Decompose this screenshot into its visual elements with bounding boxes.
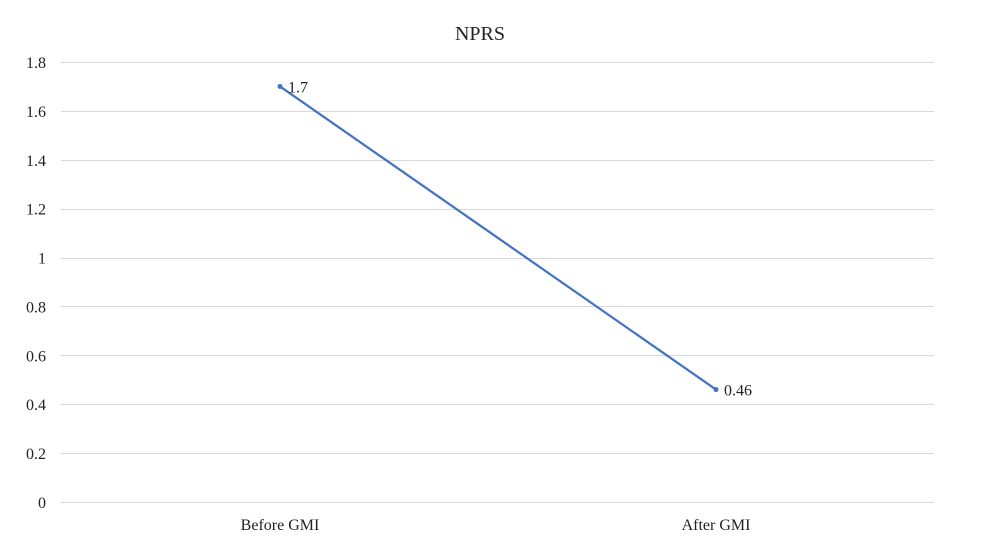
data-labels: 1.7 0.46 (288, 79, 752, 399)
gridlines (61, 62, 934, 503)
chart-title: NPRS (455, 23, 505, 45)
data-label: 1.7 (288, 79, 308, 96)
data-label: 0.46 (724, 383, 752, 400)
y-tick-label: 1 (38, 251, 46, 268)
y-tick-label: 1.8 (26, 55, 46, 72)
y-axis-tick-labels: 0 0.2 0.4 0.6 0.8 1 1.2 1.4 1.6 1.8 (26, 55, 46, 512)
y-tick-label: 1.4 (26, 153, 46, 170)
y-tick-label: 0.6 (26, 348, 46, 365)
x-tick-label: After GMI (682, 517, 751, 534)
data-point (713, 387, 719, 393)
data-point (277, 83, 283, 89)
y-tick-label: 0 (38, 495, 46, 512)
y-tick-label: 1.6 (26, 104, 46, 121)
series-layer (277, 83, 719, 393)
y-tick-label: 0.2 (26, 446, 46, 463)
y-tick-label: 0.4 (26, 397, 46, 414)
x-tick-label: Before GMI (241, 517, 320, 534)
y-tick-label: 0.8 (26, 299, 46, 316)
y-tick-label: 1.2 (26, 202, 46, 219)
x-axis-tick-labels: Before GMI After GMI (241, 517, 751, 534)
series-line (278, 85, 718, 391)
